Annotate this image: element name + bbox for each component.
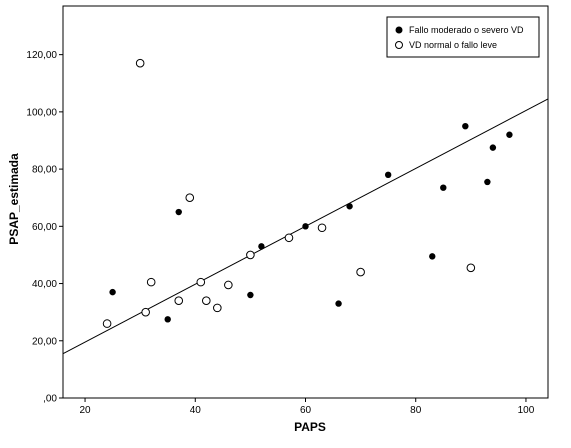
legend-label-series-1: Fallo moderado o severo VD [409, 25, 524, 35]
data-point-open [174, 296, 184, 306]
y-tick-label: 80,00 [32, 165, 57, 176]
data-point-filled [440, 184, 447, 191]
data-point-open [135, 58, 145, 68]
x-axis: 20 40 60 80 100 [79, 398, 535, 416]
legend-marker-open [395, 41, 403, 49]
data-point-filled [164, 316, 171, 323]
x-tick-label: 100 [518, 405, 535, 416]
x-tick-label: 60 [300, 405, 312, 416]
data-point-open [196, 277, 206, 287]
data-point-filled [302, 223, 309, 230]
data-point-open [146, 277, 156, 287]
data-point-open [213, 303, 222, 313]
data-point-open [466, 263, 476, 273]
data-point-filled [462, 122, 469, 130]
data-point-open [185, 193, 195, 203]
data-point-open [224, 280, 233, 290]
y-tick-label: ,00 [43, 394, 57, 405]
legend-box [386, 16, 540, 58]
data-point-filled [484, 178, 491, 186]
plot-area [62, 5, 549, 399]
legend-marker-filled [395, 26, 403, 34]
data-point-filled [175, 208, 182, 216]
points-layer [102, 58, 513, 328]
data-point-filled [489, 144, 497, 151]
x-tick-label: 40 [190, 405, 202, 416]
y-axis-title: PSAP_estimada [7, 153, 21, 245]
data-point-open [102, 319, 112, 328]
data-point-filled [506, 131, 513, 138]
data-point-open [356, 267, 365, 277]
data-point-open [201, 296, 211, 306]
y-tick-label: 120,00 [26, 50, 57, 61]
legend-label-series-2: VD normal o fallo leve [409, 40, 497, 50]
y-tick-label: 40,00 [32, 279, 57, 290]
data-point-filled [109, 288, 116, 296]
legend: Fallo moderado o severo VD VD normal o f… [386, 16, 540, 58]
y-tick-label: 20,00 [32, 336, 57, 347]
data-point-filled [384, 171, 392, 179]
data-point-open [317, 223, 327, 233]
data-point-open [246, 250, 255, 260]
data-point-filled [429, 253, 436, 260]
data-point-open [284, 233, 294, 243]
y-axis: ,00 20,00 40,00 60,00 80,00 100,00 120,00 [26, 50, 63, 405]
x-tick-label: 80 [410, 405, 422, 416]
y-tick-label: 60,00 [32, 222, 57, 233]
data-point-filled [247, 291, 254, 299]
data-point-filled [346, 203, 353, 210]
data-point-open [141, 307, 150, 317]
y-tick-label: 100,00 [26, 107, 57, 118]
x-tick-label: 20 [79, 405, 91, 416]
data-point-filled [335, 300, 342, 307]
data-point-filled [258, 243, 265, 250]
x-axis-title: PAPS [294, 420, 326, 434]
